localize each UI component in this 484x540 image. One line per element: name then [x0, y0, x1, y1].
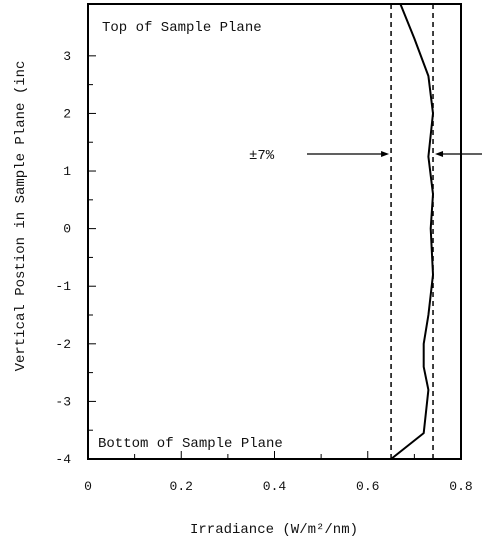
bottom-annotation: Bottom of Sample Plane [98, 436, 283, 452]
tolerance-label: ±7% [249, 148, 275, 164]
right-arrow-head [435, 151, 444, 157]
y-tick-label: -2 [55, 337, 71, 352]
top-annotation: Top of Sample Plane [102, 20, 262, 36]
y-tick-label: -1 [55, 279, 71, 294]
y-axis-title: Vertical Postion in Sample Plane (inc [13, 61, 29, 372]
x-axis-title: Irradiance (W/m²/nm) [190, 522, 358, 538]
x-tick-label: 0.6 [356, 479, 379, 494]
plot-frame [87, 3, 462, 460]
y-tick-label: 0 [63, 222, 71, 237]
irradiance-series-line [390, 3, 434, 460]
y-tick-label: -4 [55, 452, 71, 467]
y-tick-label: 2 [63, 106, 71, 121]
lines-layer [307, 3, 482, 460]
left-arrow-head [381, 151, 390, 157]
x-tick-label: 0.8 [449, 479, 472, 494]
y-tick-label: 3 [63, 49, 71, 64]
y-tick-label: -3 [55, 394, 71, 409]
ticks-layer: 0 0.2 0.4 0.6 0.8 -4 -3 -2 -1 0 1 2 3 [55, 49, 472, 494]
x-tick-label: 0 [84, 479, 92, 494]
y-tick-label: 1 [63, 164, 71, 179]
x-tick-label: 0.4 [263, 479, 287, 494]
x-tick-label: 0.2 [170, 479, 193, 494]
